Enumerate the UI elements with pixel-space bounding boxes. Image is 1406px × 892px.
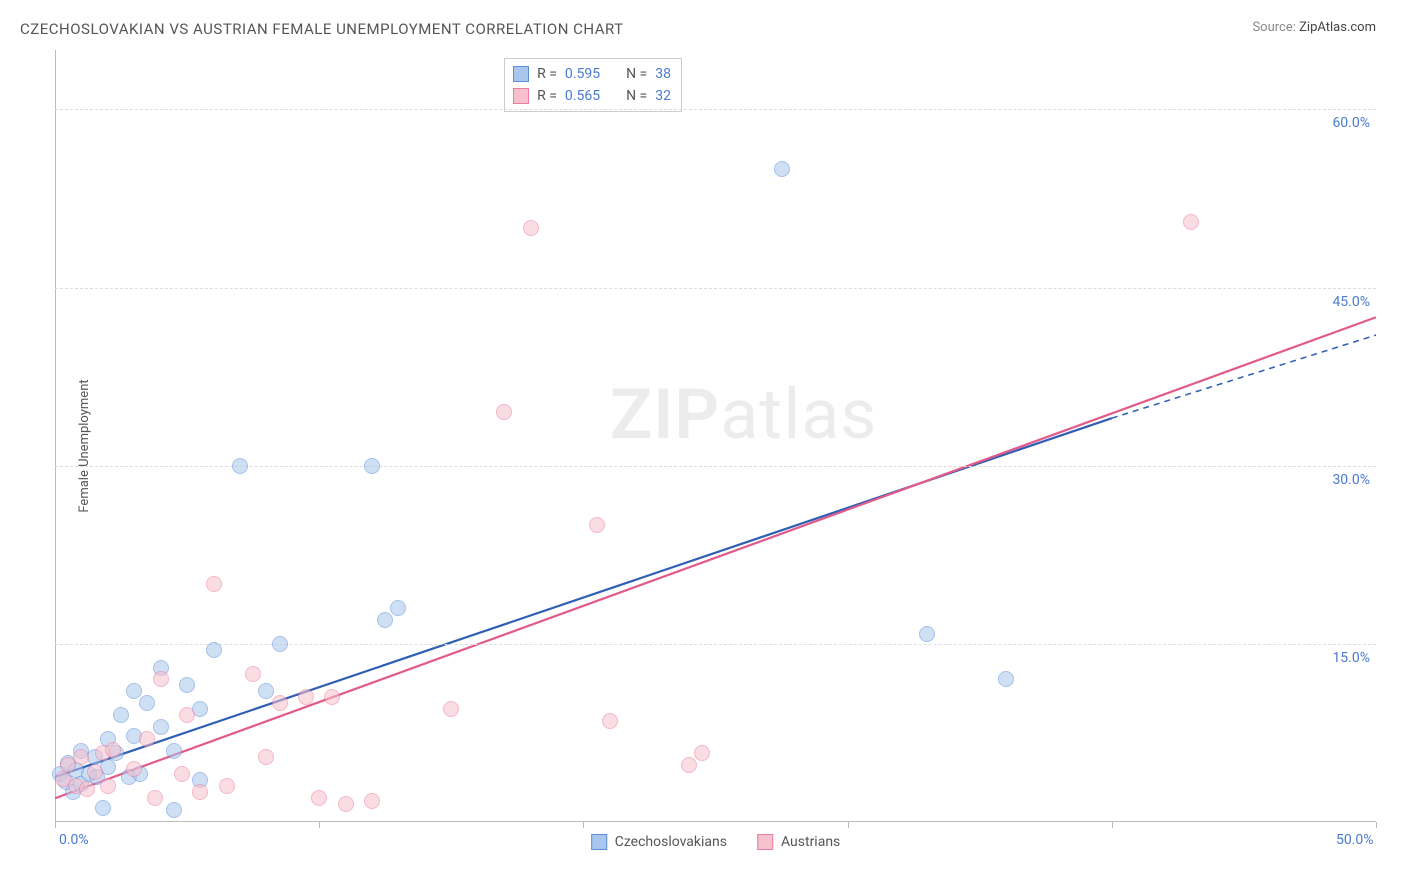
y-tick-label: 60.0% bbox=[1332, 115, 1370, 131]
data-point-austrian bbox=[179, 707, 195, 723]
data-point-czech bbox=[390, 600, 406, 616]
data-point-austrian bbox=[338, 796, 354, 812]
y-tick-label: 30.0% bbox=[1332, 472, 1370, 488]
data-point-austrian bbox=[496, 404, 512, 420]
data-point-czech bbox=[126, 683, 142, 699]
stats-R-label: R = bbox=[537, 63, 557, 85]
data-point-austrian bbox=[192, 784, 208, 800]
data-point-czech bbox=[919, 626, 935, 642]
stats-N-label: N = bbox=[626, 85, 647, 107]
stats-row-austrian: R = 0.565 N = 32 bbox=[513, 85, 671, 107]
data-point-austrian bbox=[272, 695, 288, 711]
data-point-czech bbox=[153, 719, 169, 735]
data-point-czech bbox=[166, 802, 182, 818]
data-point-austrian bbox=[73, 749, 89, 765]
data-point-austrian bbox=[602, 713, 618, 729]
stats-N-label: N = bbox=[626, 63, 647, 85]
data-point-austrian bbox=[139, 731, 155, 747]
x-tick-mark bbox=[319, 822, 320, 828]
gridline bbox=[55, 288, 1376, 289]
data-point-austrian bbox=[681, 757, 697, 773]
data-point-czech bbox=[272, 636, 288, 652]
gridline bbox=[55, 644, 1376, 645]
data-point-austrian bbox=[87, 764, 103, 780]
legend-label-austrian: Austrians bbox=[781, 834, 840, 850]
watermark: ZIPatlas bbox=[610, 374, 878, 456]
x-tick-mark bbox=[55, 822, 56, 828]
data-point-austrian bbox=[589, 517, 605, 533]
data-point-czech bbox=[179, 677, 195, 693]
y-tick-label: 45.0% bbox=[1332, 294, 1370, 310]
data-point-czech bbox=[139, 695, 155, 711]
chart-title: CZECHOSLOVAKIAN VS AUSTRIAN FEMALE UNEMP… bbox=[20, 20, 624, 38]
data-point-austrian bbox=[100, 778, 116, 794]
chart-container: CZECHOSLOVAKIAN VS AUSTRIAN FEMALE UNEMP… bbox=[0, 0, 1406, 892]
regression-line-czech bbox=[55, 418, 1112, 777]
stats-swatch-czech bbox=[513, 66, 529, 82]
correlation-stats-box: R = 0.595 N = 38 R = 0.565 N = 32 bbox=[504, 58, 682, 112]
data-point-czech bbox=[166, 743, 182, 759]
data-point-austrian bbox=[174, 766, 190, 782]
data-point-czech bbox=[998, 671, 1014, 687]
legend: Czechoslovakians Austrians bbox=[591, 834, 841, 850]
data-point-austrian bbox=[219, 778, 235, 794]
x-tick-mark bbox=[1376, 822, 1377, 828]
stats-swatch-austrian bbox=[513, 88, 529, 104]
data-point-austrian bbox=[443, 701, 459, 717]
x-tick-mark bbox=[848, 822, 849, 828]
x-tick-label: 0.0% bbox=[59, 832, 89, 848]
data-point-austrian bbox=[147, 790, 163, 806]
source-attribution: Source: ZipAtlas.com bbox=[1252, 20, 1376, 35]
data-point-austrian bbox=[523, 220, 539, 236]
gridline bbox=[55, 466, 1376, 467]
data-point-czech bbox=[364, 458, 380, 474]
data-point-czech bbox=[258, 683, 274, 699]
watermark-zip: ZIP bbox=[610, 374, 720, 456]
data-point-austrian bbox=[324, 689, 340, 705]
x-tick-label: 50.0% bbox=[1336, 832, 1374, 848]
stats-R-value: 0.565 bbox=[565, 85, 600, 107]
data-point-austrian bbox=[364, 793, 380, 809]
regression-line-dashed-czech bbox=[1112, 335, 1376, 418]
stats-N-value: 38 bbox=[655, 63, 671, 85]
data-point-austrian bbox=[79, 781, 95, 797]
data-point-czech bbox=[95, 800, 111, 816]
data-point-austrian bbox=[298, 689, 314, 705]
stats-R-value: 0.595 bbox=[565, 63, 600, 85]
y-axis-line bbox=[55, 50, 56, 822]
legend-swatch-czech bbox=[591, 834, 607, 850]
legend-item-austrian: Austrians bbox=[757, 834, 840, 850]
legend-label-czech: Czechoslovakians bbox=[615, 834, 727, 850]
data-point-austrian bbox=[153, 671, 169, 687]
legend-swatch-austrian bbox=[757, 834, 773, 850]
data-point-czech bbox=[232, 458, 248, 474]
source-value: ZipAtlas.com bbox=[1299, 20, 1376, 35]
watermark-atlas: atlas bbox=[720, 374, 877, 456]
data-point-austrian bbox=[206, 576, 222, 592]
stats-N-value: 32 bbox=[655, 85, 671, 107]
scatter-plot-area: ZIPatlas R = 0.595N = 38R = 0.565N = 32 … bbox=[55, 50, 1376, 852]
data-point-austrian bbox=[694, 745, 710, 761]
data-point-austrian bbox=[1183, 214, 1199, 230]
data-point-czech bbox=[774, 161, 790, 177]
stats-row-czech: R = 0.595 N = 38 bbox=[513, 63, 671, 85]
data-point-czech bbox=[206, 642, 222, 658]
x-tick-mark bbox=[1112, 822, 1113, 828]
source-label: Source: bbox=[1252, 20, 1295, 35]
regression-line-austrian bbox=[55, 317, 1376, 798]
data-point-austrian bbox=[245, 666, 261, 682]
data-point-austrian bbox=[311, 790, 327, 806]
data-point-austrian bbox=[258, 749, 274, 765]
stats-R-label: R = bbox=[537, 85, 557, 107]
x-tick-mark bbox=[583, 822, 584, 828]
regression-lines-layer bbox=[55, 50, 1376, 852]
legend-item-czech: Czechoslovakians bbox=[591, 834, 727, 850]
data-point-czech bbox=[113, 707, 129, 723]
gridline bbox=[55, 109, 1376, 110]
y-tick-label: 15.0% bbox=[1332, 650, 1370, 666]
data-point-austrian bbox=[126, 761, 142, 777]
data-point-czech bbox=[377, 612, 393, 628]
data-point-austrian bbox=[105, 742, 121, 758]
x-axis-line bbox=[55, 821, 1376, 822]
